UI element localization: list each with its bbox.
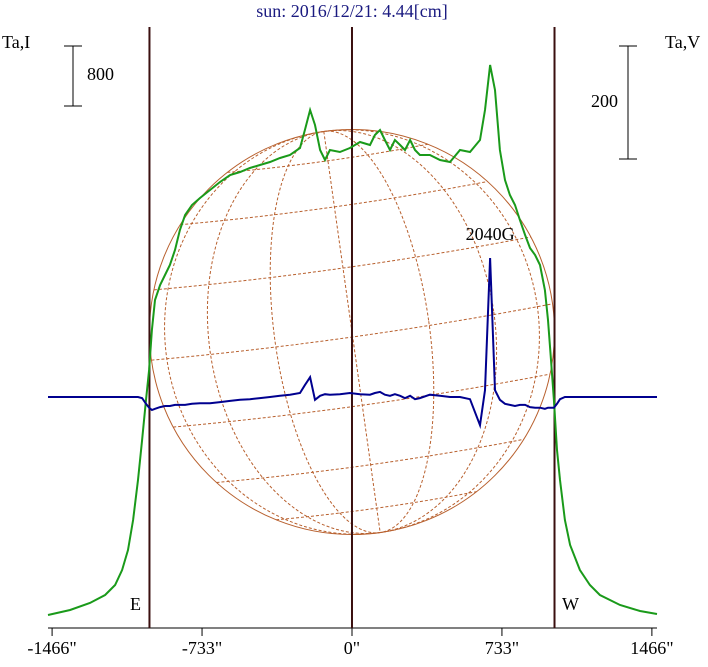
chart-title: sun: 2016/12/21: 4.44[cm]	[256, 1, 448, 21]
x-tick-label: 0"	[344, 638, 360, 658]
parallel	[153, 236, 531, 291]
y-axis-label: Ta,I	[2, 32, 30, 52]
y2-axis-label: Ta,V	[665, 32, 700, 52]
series-line	[48, 257, 657, 430]
parallel	[180, 181, 488, 226]
parallel	[227, 143, 428, 173]
x-tick-label: -733"	[182, 638, 222, 658]
limb-label: E	[130, 594, 141, 614]
x-tick-label: 733"	[485, 638, 519, 658]
scale-bar-label: 200	[591, 91, 618, 111]
parallel	[173, 373, 551, 428]
parallel	[276, 491, 477, 521]
x-tick-label: 1466"	[630, 638, 673, 658]
scale-bar-label: 800	[87, 64, 114, 84]
series-line	[47, 64, 658, 616]
x-tick-label: -1466"	[27, 638, 76, 658]
limb-label: W	[562, 594, 579, 614]
annotation: 2040G	[466, 224, 515, 244]
parallel	[216, 438, 524, 484]
